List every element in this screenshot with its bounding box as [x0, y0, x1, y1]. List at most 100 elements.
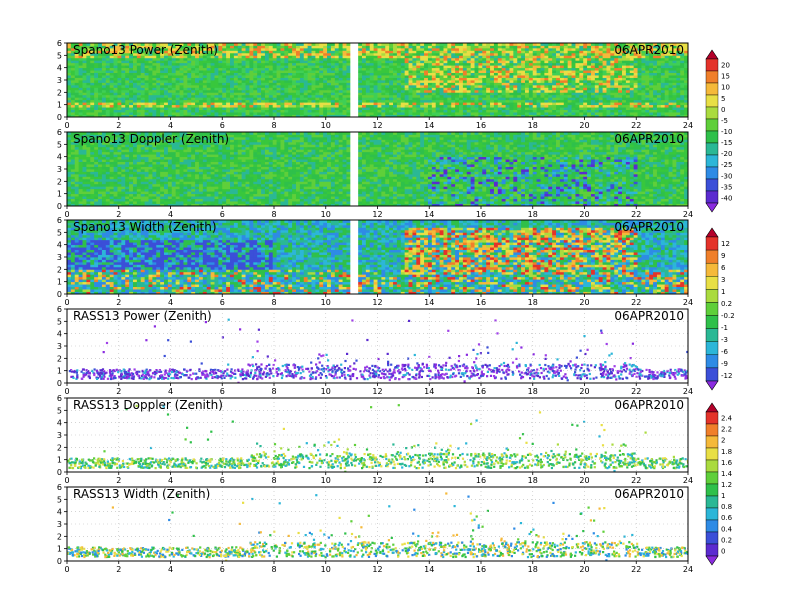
- heat-cell: [98, 50, 103, 54]
- heat-cell: [299, 43, 305, 46]
- heat-cell: [396, 47, 402, 51]
- heat-cell: [327, 84, 332, 88]
- heat-cell: [563, 97, 569, 101]
- heat-cell: [288, 55, 293, 59]
- heat-cell: [490, 102, 495, 106]
- heat-cell: [598, 47, 604, 51]
- heat-cell: [579, 87, 584, 91]
- heat-cell: [249, 62, 254, 66]
- heat-cell: [82, 176, 87, 180]
- heat-cell: [257, 114, 262, 117]
- heat-cell: [132, 114, 138, 117]
- heat-cell: [98, 84, 103, 88]
- heat-cell: [109, 99, 114, 103]
- heat-cell: [70, 164, 76, 167]
- heat-cell: [319, 47, 324, 51]
- heat-cell: [140, 114, 146, 117]
- heat-cell: [490, 57, 495, 61]
- heat-cell: [641, 109, 646, 113]
- heat-cell: [455, 67, 460, 71]
- heat-cell: [327, 50, 332, 54]
- heat-cell: [136, 70, 142, 73]
- heat-cell: [175, 47, 180, 51]
- heat-cell: [226, 97, 231, 101]
- heat-cell: [614, 67, 619, 71]
- heat-cell: [148, 97, 153, 101]
- heat-cell: [90, 72, 95, 76]
- heat-cell: [319, 104, 324, 108]
- heat-cell: [175, 72, 180, 76]
- heat-cell: [587, 104, 592, 108]
- heat-cell: [86, 139, 91, 143]
- heat-cell: [637, 80, 642, 83]
- heat-cell: [276, 89, 281, 93]
- heat-cell: [528, 52, 534, 56]
- heat-cell: [144, 52, 149, 56]
- heat-cell: [237, 72, 243, 76]
- heat-cell: [563, 112, 569, 115]
- heat-cell: [521, 104, 526, 108]
- heat-cell: [656, 67, 662, 71]
- heat-cell: [237, 65, 243, 69]
- heat-cell: [439, 107, 444, 110]
- heat-cell: [482, 52, 487, 56]
- heat-cell: [470, 109, 475, 113]
- heat-cell: [396, 92, 402, 96]
- panel-1-cells: [67, 43, 688, 117]
- heat-cell: [420, 112, 425, 115]
- heat-cell: [90, 43, 95, 46]
- heat-cell: [447, 80, 452, 83]
- heat-cell: [342, 70, 347, 73]
- heat-cell: [70, 186, 76, 190]
- heat-cell: [365, 112, 371, 115]
- heat-cell: [257, 62, 262, 66]
- heat-cell: [629, 55, 635, 59]
- heat-cell: [171, 80, 177, 83]
- heat-cell: [214, 70, 219, 73]
- heat-cell: [129, 97, 134, 101]
- heat-cell: [684, 107, 688, 110]
- heat-cell: [78, 89, 83, 93]
- heat-cell: [420, 77, 425, 81]
- heat-cell: [606, 94, 611, 98]
- heat-cell: [447, 75, 452, 78]
- heat-cell: [412, 104, 417, 108]
- heat-cell: [431, 60, 437, 64]
- heat-cell: [404, 97, 409, 101]
- heat-cell: [198, 65, 204, 69]
- heat-cell: [656, 77, 662, 81]
- heat-cell: [404, 84, 409, 88]
- heat-cell: [606, 47, 611, 51]
- heat-cell: [594, 82, 600, 86]
- heat-cell: [676, 80, 681, 83]
- heat-cell: [443, 99, 448, 103]
- heat-cell: [175, 84, 180, 88]
- heat-cell: [548, 65, 553, 69]
- heat-cell: [385, 80, 390, 83]
- heat-cell: [490, 43, 495, 46]
- heat-cell: [660, 99, 666, 103]
- heat-cell: [125, 55, 130, 59]
- heat-cell: [125, 77, 130, 81]
- heat-cell: [245, 102, 250, 106]
- heat-cell: [195, 80, 200, 83]
- heat-cell: [78, 55, 83, 59]
- heat-cell: [590, 67, 596, 71]
- heat-cell: [82, 112, 87, 115]
- heat-cell: [284, 57, 289, 61]
- heat-cell: [230, 109, 235, 113]
- heat-cell: [579, 47, 584, 51]
- heat-cell: [140, 60, 146, 64]
- heat-cell: [590, 89, 596, 93]
- heat-cell: [67, 104, 72, 108]
- heat-cell: [493, 77, 499, 81]
- heat-cell: [86, 198, 91, 202]
- heat-cell: [125, 47, 130, 51]
- heat-cell: [552, 67, 557, 71]
- y-tick-label: 3: [57, 76, 62, 85]
- heat-cell: [276, 114, 281, 117]
- heat-cell: [156, 80, 161, 83]
- heat-cell: [257, 104, 262, 108]
- heat-cell: [315, 67, 320, 71]
- heat-cell: [140, 99, 146, 103]
